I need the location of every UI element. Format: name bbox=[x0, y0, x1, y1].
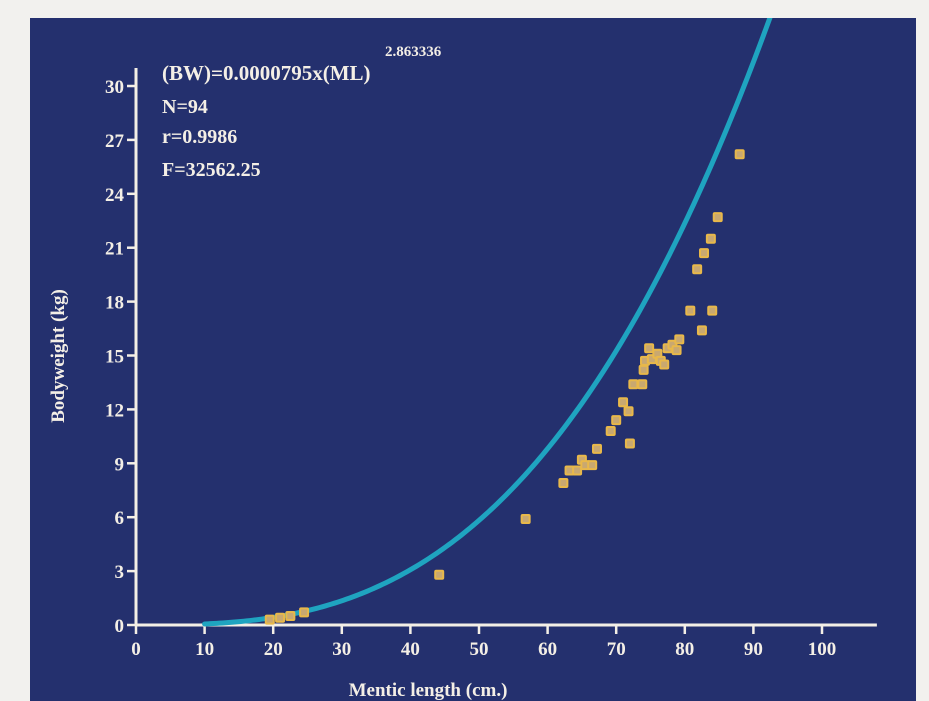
axes: 0 10 20 30 40 50 60 70 80 90 100 0 3 6 9 12 15 18 21 24 27 30 bbox=[105, 68, 877, 660]
y-tick-label: 18 bbox=[105, 293, 124, 314]
data-point bbox=[434, 569, 445, 580]
y-tick-label: 27 bbox=[105, 131, 125, 152]
y-tick-label: 12 bbox=[105, 400, 124, 421]
data-point bbox=[299, 607, 310, 618]
data-point bbox=[624, 438, 635, 449]
data-point bbox=[520, 514, 531, 524]
x-tick-label: 10 bbox=[195, 639, 214, 660]
data-point bbox=[637, 379, 648, 390]
r-label: r=0.9986 bbox=[162, 126, 237, 148]
data-point bbox=[275, 612, 286, 623]
data-point bbox=[618, 397, 629, 408]
x-tick-label: 30 bbox=[332, 639, 351, 660]
scatter-chart-panel: 0 10 20 30 40 50 60 70 80 90 100 0 3 6 9 12 15 18 21 24 27 30… bbox=[30, 18, 916, 701]
y-tick-label: 9 bbox=[115, 454, 125, 475]
x-tick-label: 90 bbox=[744, 639, 763, 660]
x-tick-label: 50 bbox=[470, 639, 489, 660]
equation-exponent: 2.863336 bbox=[385, 44, 442, 60]
x-tick-label: 70 bbox=[607, 639, 626, 660]
data-point bbox=[558, 478, 569, 489]
y-tick-label: 6 bbox=[115, 508, 125, 529]
x-tick-label: 0 bbox=[131, 639, 141, 660]
data-point bbox=[712, 212, 723, 223]
f-label: F=32562.25 bbox=[162, 159, 261, 181]
data-point bbox=[659, 359, 670, 370]
data-point bbox=[705, 233, 716, 244]
x-tick-label: 80 bbox=[675, 639, 694, 660]
data-point bbox=[285, 611, 296, 622]
data-point bbox=[707, 305, 718, 316]
scatter-chart: 0 10 20 30 40 50 60 70 80 90 100 0 3 6 9 12 15 18 21 24 27 30… bbox=[48, 18, 877, 701]
x-tick-label: 100 bbox=[808, 639, 837, 660]
data-point bbox=[644, 343, 655, 354]
n-label: N=94 bbox=[162, 96, 208, 118]
data-point bbox=[734, 149, 745, 160]
data-point bbox=[638, 364, 649, 375]
data-point bbox=[572, 465, 583, 476]
data-point bbox=[674, 334, 685, 345]
y-tick-label: 15 bbox=[105, 347, 124, 368]
data-point bbox=[605, 425, 616, 436]
data-point bbox=[623, 406, 634, 417]
data-point bbox=[699, 248, 710, 259]
y-tick-label: 0 bbox=[115, 616, 125, 637]
data-point bbox=[587, 460, 598, 471]
x-tick-label: 20 bbox=[264, 639, 283, 660]
data-points bbox=[264, 149, 745, 625]
data-point bbox=[591, 443, 602, 454]
x-tick-label: 40 bbox=[401, 639, 420, 660]
y-axis-title: Bodyweight (kg) bbox=[48, 289, 69, 423]
data-point bbox=[671, 345, 682, 356]
data-point bbox=[696, 325, 707, 336]
fit-curve bbox=[202, 18, 773, 627]
data-point bbox=[264, 614, 275, 625]
equation-label: (BW)=0.0000795x(ML) bbox=[162, 61, 371, 85]
y-tick-label: 21 bbox=[105, 239, 124, 260]
x-axis-title: Mentic length (cm.) bbox=[349, 680, 508, 701]
y-tick-label: 30 bbox=[105, 77, 124, 98]
x-tick-label: 60 bbox=[538, 639, 557, 660]
data-point bbox=[685, 305, 696, 316]
data-point bbox=[692, 264, 703, 275]
data-point bbox=[628, 379, 639, 390]
data-point bbox=[611, 415, 622, 426]
y-tick-label: 3 bbox=[115, 562, 125, 583]
y-tick-label: 24 bbox=[105, 185, 125, 206]
